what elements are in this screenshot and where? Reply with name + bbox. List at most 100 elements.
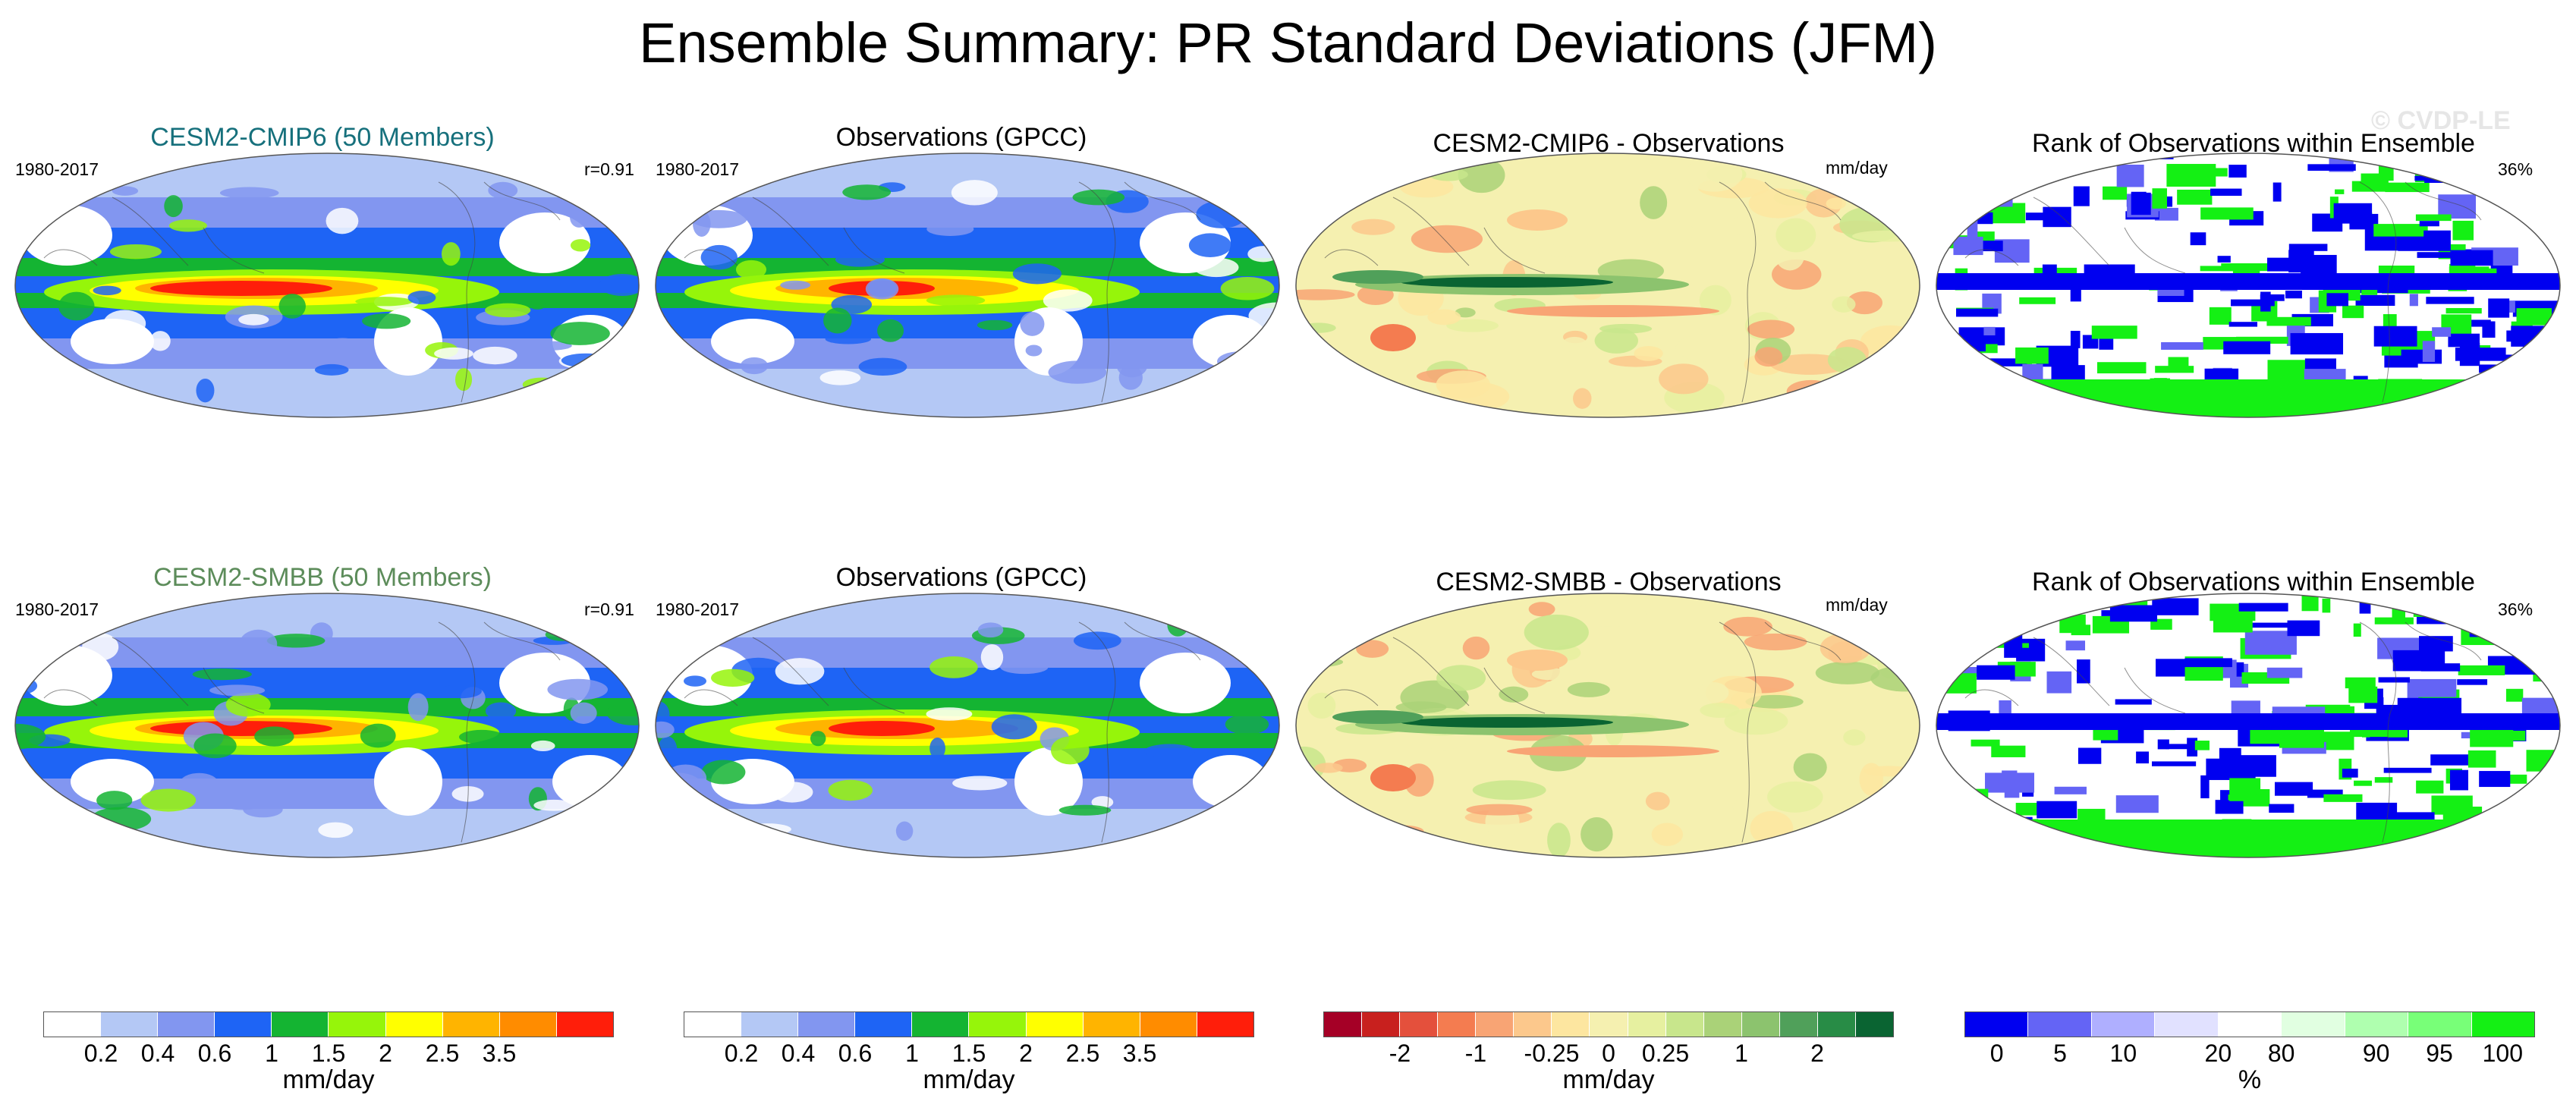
map-obs-1 [655,153,1280,418]
colorbar-swatch [1817,1012,1856,1037]
colorbar-unit-rank: % [2238,1065,2262,1094]
colorbar-swatch [2471,1012,2534,1037]
colorbar-tick-label: 95 [2426,1040,2453,1067]
panel-title-diff-2: CESM2-SMBB - Observations [1436,568,1782,596]
colorbar-swatch [329,1012,386,1037]
colorbar-swatch [44,1012,102,1037]
colorbar-tick-label: 1.5 [951,1040,986,1067]
colorbar-swatch [272,1012,329,1037]
colorbar-unit-diff: mm/day [1562,1065,1655,1094]
panel-title-model-1: CESM2-CMIP6 (50 Members) [150,123,495,152]
period-label-4: 1980-2017 [656,599,739,619]
map-field [1936,593,2560,857]
correlation-label-1: r=0.91 [584,159,634,179]
colorbar-tick-label: 2.5 [425,1040,460,1067]
colorbar-swatch [1083,1012,1140,1037]
colorbar-tick-label: 20 [2204,1040,2232,1067]
map-model-smbb [14,593,640,858]
colorbar-rank [1964,1011,2535,1037]
colorbar-swatch [1400,1012,1439,1037]
colorbar-swatch [499,1012,557,1037]
colorbar-swatch [1628,1012,1666,1037]
map-border [1936,153,2561,418]
map-border [655,153,1280,418]
map-diff-smbb [1295,593,1920,858]
colorbar-tick-label: 2 [1019,1040,1033,1067]
colorbar-swatch [2218,1012,2282,1037]
colorbar-swatch [442,1012,500,1037]
colorbar-tick-label: 1 [905,1040,919,1067]
panel-title-obs-1: Observations (GPCC) [835,123,1087,152]
main-title: Ensemble Summary: PR Standard Deviations… [639,11,1937,74]
colorbar-swatch [1197,1012,1253,1037]
colorbar-swatch [1703,1012,1742,1037]
watermark: © CVDP-LE [2371,106,2511,135]
colorbar-tick-label: 0.4 [140,1040,175,1067]
colorbar-swatch [1026,1012,1084,1037]
colorbar-swatch [684,1012,742,1037]
map-rank-1 [1936,153,2561,418]
map-rank-2 [1936,593,2561,858]
colorbar-tick-label: 0.2 [83,1040,118,1067]
colorbar-swatch [2091,1012,2156,1037]
colorbar-tick-label: 0.6 [838,1040,873,1067]
colorbar-swatch [1362,1012,1401,1037]
colorbar-tick-label: 90 [2362,1040,2390,1067]
colorbar-swatch [1438,1012,1477,1037]
correlation-label-2: r=0.91 [584,599,634,619]
colorbar-swatch [798,1012,856,1037]
colorbar-swatch [1741,1012,1780,1037]
colorbar-tick-label: 1 [265,1040,278,1067]
colorbar-tick-label: 2 [1810,1040,1824,1067]
colorbar-tick-label: -2 [1389,1040,1411,1067]
map-border [655,593,1280,858]
colorbar-swatch [158,1012,215,1037]
map-diff-cmip6 [1295,153,1920,418]
colorbar-tick-label: 0.25 [1641,1040,1690,1067]
colorbar-tick-label: 0 [1602,1040,1615,1067]
map-border [1295,153,1920,418]
colorbar-tick-label: 2.5 [1065,1040,1100,1067]
unit-label-diff-1: mm/day [1826,158,1888,178]
rank-percent-1: 36% [2498,159,2534,179]
map-model-cmip6 [14,153,640,418]
colorbar-pr-obs [684,1011,1254,1037]
colorbar-tick-label: 0.2 [724,1040,759,1067]
colorbar-swatch [1665,1012,1704,1037]
colorbar-swatch [741,1012,799,1037]
colorbar-tick-label: -0.25 [1524,1040,1580,1067]
colorbar-tick-label: 1.5 [311,1040,346,1067]
colorbar-tick-label: -1 [1464,1040,1487,1067]
colorbar-unit-model: mm/day [282,1065,375,1094]
colorbar-tick-label: 5 [2053,1040,2067,1067]
panel-title-model-2: CESM2-SMBB (50 Members) [153,563,492,592]
map-field [656,593,1279,857]
colorbar-swatch [2155,1012,2219,1037]
colorbar-tick-label: 1 [1735,1040,1748,1067]
map-border [14,153,640,418]
colorbar-tick-label: 0.6 [197,1040,232,1067]
period-label-3: 1980-2017 [15,599,99,619]
colorbar-tick-label: 0.4 [781,1040,816,1067]
rank-percent-2: 36% [2498,599,2534,619]
colorbar-tick-label: 3.5 [482,1040,517,1067]
map-border [1295,593,1920,858]
panel-title-rank-2: Rank of Observations within Ensemble [2032,568,2475,596]
colorbar-swatch [215,1012,272,1037]
unit-label-diff-2: mm/day [1826,595,1888,615]
colorbar-swatch [1476,1012,1514,1037]
colorbar-swatch [101,1012,159,1037]
map-border [14,593,640,858]
colorbar-unit-obs: mm/day [923,1065,1015,1094]
colorbar-tick-label: 100 [2482,1040,2524,1067]
colorbar-swatch [2408,1012,2472,1037]
colorbar-swatch [2345,1012,2409,1037]
colorbar-tick-label: 0 [1989,1040,2004,1067]
colorbar-swatch [855,1012,913,1037]
colorbar-tick-label: 10 [2109,1040,2137,1067]
map-obs-2 [655,593,1280,858]
colorbar-swatch [2028,1012,2092,1037]
colorbar-swatch [969,1012,1027,1037]
colorbar-swatch [1552,1012,1590,1037]
colorbar-tick-label: 80 [2267,1040,2295,1067]
